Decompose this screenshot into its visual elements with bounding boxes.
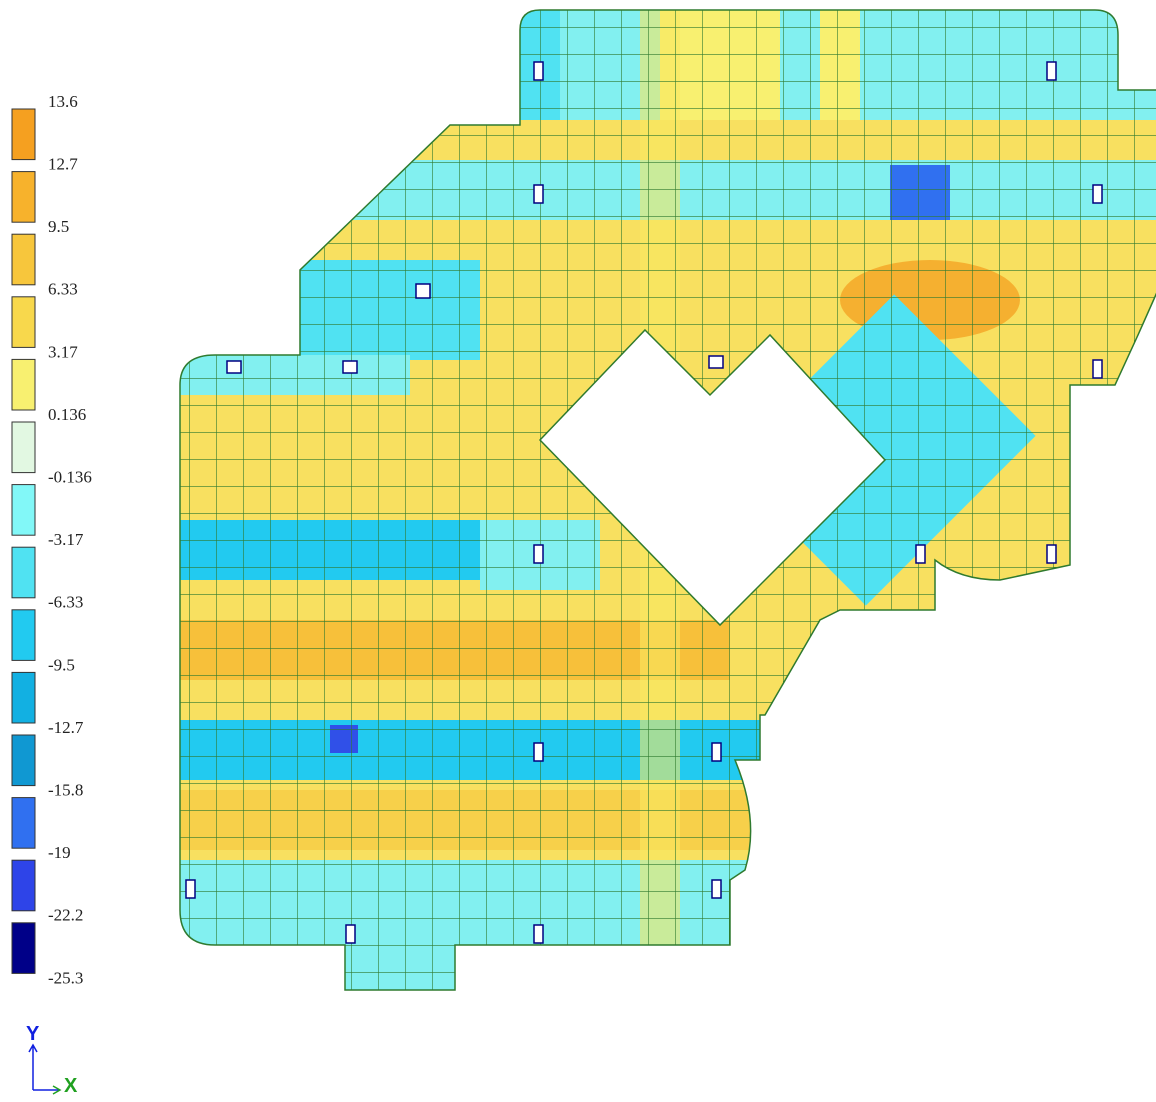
legend-swatch bbox=[12, 359, 35, 410]
legend-label: 6.33 bbox=[48, 280, 78, 299]
legend-swatch bbox=[12, 297, 35, 348]
y-axis-label: Y bbox=[26, 1023, 40, 1045]
legend-swatch bbox=[12, 422, 35, 473]
legend-label: 13.6 bbox=[48, 92, 78, 111]
legend-label: -12.7 bbox=[48, 718, 84, 737]
legend-swatch bbox=[12, 860, 35, 911]
legend-label: -25.3 bbox=[48, 968, 83, 987]
legend-swatch bbox=[12, 735, 35, 786]
legend-swatch bbox=[12, 172, 35, 223]
legend-swatch bbox=[12, 610, 35, 661]
legend-swatch bbox=[12, 547, 35, 598]
legend-swatch bbox=[12, 798, 35, 849]
legend-swatch bbox=[12, 485, 35, 536]
x-axis-label: X bbox=[64, 1075, 78, 1097]
legend-label: -9.5 bbox=[48, 655, 75, 674]
legend-swatch bbox=[12, 234, 35, 285]
legend-label: 0.136 bbox=[48, 405, 86, 424]
legend-swatch bbox=[12, 923, 35, 974]
legend-label: 9.5 bbox=[48, 217, 69, 236]
legend-label: -15.8 bbox=[48, 781, 83, 800]
contour-view: 13.6 12.7 9.5 6.33 3.17 0.136 -0.136 -3.17 -6.33… bbox=[0, 0, 1156, 1102]
legend-label: 12.7 bbox=[48, 155, 78, 174]
axis-triad: Y X bbox=[26, 1023, 78, 1097]
legend-label: -3.17 bbox=[48, 530, 84, 549]
legend-label: -6.33 bbox=[48, 593, 83, 612]
legend-swatch bbox=[12, 109, 35, 160]
legend-label: -19 bbox=[48, 843, 71, 862]
contour-mesh bbox=[0, 0, 1156, 1000]
legend: 13.6 12.7 9.5 6.33 3.17 0.136 -0.136 -3.17 -6.33… bbox=[12, 92, 92, 987]
legend-label: -0.136 bbox=[48, 468, 92, 487]
legend-label: -22.2 bbox=[48, 906, 83, 925]
legend-label: 3.17 bbox=[48, 342, 78, 361]
legend-swatch bbox=[12, 672, 35, 723]
